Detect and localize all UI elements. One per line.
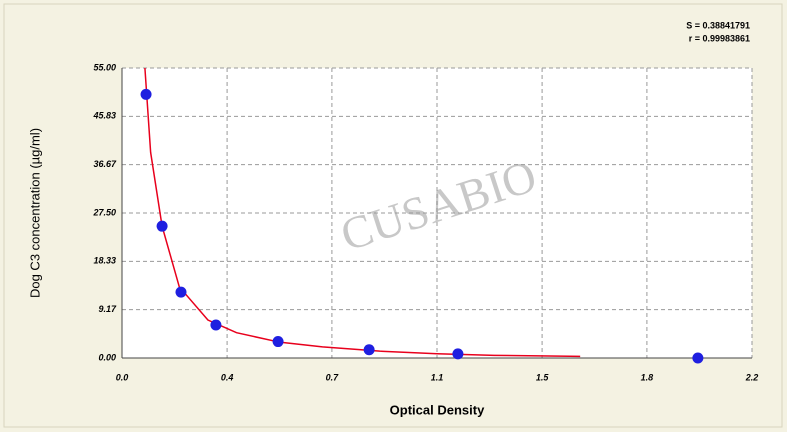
x-tick-label: 0.4 [221,372,234,382]
frame [3,3,783,428]
y-tick-label: 45.83 [92,111,116,121]
y-tick-label: 36.67 [93,159,117,169]
y-tick-label: 27.50 [92,207,116,217]
data-point [692,352,704,364]
x-tick-label: 0.7 [326,372,340,382]
x-tick-label: 1.1 [431,372,444,382]
y-tick-label: 18.33 [93,256,116,266]
data-point [175,286,187,298]
data-point [210,319,222,331]
fit-curve [144,67,581,358]
annotation: S = 0.38841791 [686,20,750,30]
x-tick-label: 1.5 [536,372,550,382]
y-tick-label: 9.17 [98,304,117,314]
x-tick-label: 2.2 [745,372,759,382]
y-tick-label: 55.00 [93,62,116,72]
x-axis-label: Optical Density [390,402,485,417]
y-tick-label: 0.00 [98,352,116,362]
data-point [272,336,284,348]
annotation: r = 0.99983861 [689,33,750,43]
x-tick-label: 1.8 [641,372,654,382]
data-point [452,348,464,360]
y-axis-label: Dog C3 concentration (µg/ml) [27,128,42,298]
data-point [156,220,168,232]
data-point [363,344,375,356]
x-tick-label: 0.0 [116,372,129,382]
data-point [140,88,152,100]
